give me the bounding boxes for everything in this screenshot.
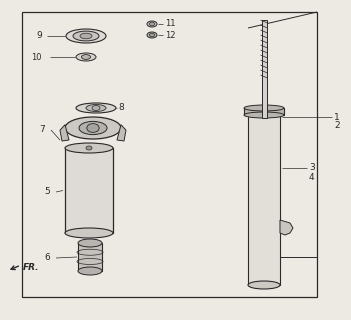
- Bar: [248, 110, 280, 285]
- Text: 10: 10: [32, 52, 42, 61]
- Ellipse shape: [78, 267, 102, 275]
- Polygon shape: [60, 125, 69, 141]
- Text: 8: 8: [118, 103, 124, 113]
- Bar: [65, 148, 113, 233]
- Ellipse shape: [78, 239, 102, 247]
- Text: 5: 5: [44, 188, 50, 196]
- Ellipse shape: [65, 143, 113, 153]
- Text: 6: 6: [44, 253, 50, 262]
- Text: 12: 12: [165, 30, 176, 39]
- Ellipse shape: [150, 22, 154, 26]
- Text: FR.: FR.: [23, 262, 40, 271]
- Ellipse shape: [86, 105, 106, 111]
- Ellipse shape: [79, 121, 107, 135]
- Bar: [22, 12, 317, 297]
- Text: 3: 3: [309, 164, 315, 172]
- Ellipse shape: [87, 124, 99, 132]
- Text: 7: 7: [39, 125, 45, 134]
- Bar: [78, 243, 102, 271]
- Ellipse shape: [147, 21, 157, 27]
- Ellipse shape: [244, 112, 284, 118]
- Bar: [261, 20, 266, 118]
- Ellipse shape: [73, 31, 99, 41]
- Ellipse shape: [65, 117, 121, 139]
- Ellipse shape: [150, 33, 154, 37]
- Bar: [244, 108, 284, 115]
- Text: 4: 4: [309, 172, 314, 181]
- Ellipse shape: [66, 29, 106, 43]
- Ellipse shape: [147, 32, 157, 38]
- Ellipse shape: [76, 53, 96, 61]
- Ellipse shape: [65, 228, 113, 238]
- Polygon shape: [280, 220, 293, 235]
- Ellipse shape: [92, 106, 100, 110]
- Polygon shape: [117, 125, 126, 141]
- Ellipse shape: [76, 103, 116, 113]
- Ellipse shape: [244, 105, 284, 111]
- Text: 1: 1: [334, 113, 340, 122]
- Ellipse shape: [248, 281, 280, 289]
- Ellipse shape: [86, 146, 92, 150]
- Text: 2: 2: [334, 122, 340, 131]
- Ellipse shape: [81, 55, 91, 60]
- Ellipse shape: [80, 33, 92, 39]
- Text: 9: 9: [36, 31, 42, 41]
- Text: 11: 11: [165, 20, 176, 28]
- Ellipse shape: [248, 106, 280, 114]
